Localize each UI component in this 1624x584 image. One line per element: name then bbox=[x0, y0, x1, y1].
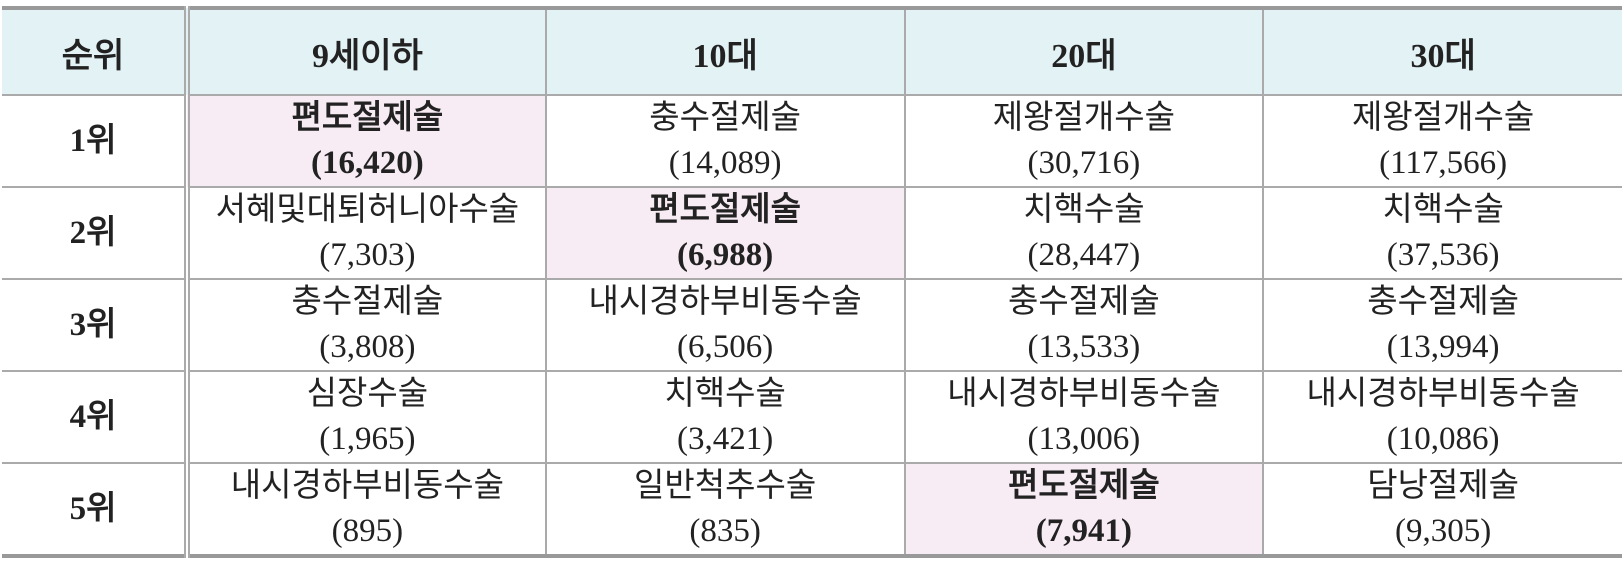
surgery-name: 내시경하부비동수술 bbox=[947, 376, 1221, 412]
surgery-name: 충수절제술 bbox=[1007, 284, 1160, 320]
surgery-count: (13,006) bbox=[1027, 421, 1141, 457]
surgery-cell: 서혜및대퇴허니아수술 (7,303) bbox=[186, 186, 547, 280]
surgery-count: (10,086) bbox=[1386, 421, 1500, 457]
surgery-count: (895) bbox=[331, 513, 404, 549]
surgery-name: 제왕절개수술 bbox=[992, 100, 1175, 136]
surgery-count: (7,941) bbox=[1035, 513, 1132, 549]
surgery-name: 내시경하부비동수술 bbox=[588, 284, 862, 320]
surgery-count: (3,421) bbox=[677, 421, 774, 457]
surgery-name: 편도절제술 bbox=[291, 100, 444, 136]
surgery-cell: 내시경하부비동수술 (13,006) bbox=[903, 370, 1265, 464]
surgery-cell: 일반척추수술 (835) bbox=[544, 462, 906, 557]
table-row: 4위 심장수술 (1,965) 치핵수술 (3,421) 내시경하부비동수술 (13,006… bbox=[2, 370, 1622, 464]
surgery-name: 치핵수술 bbox=[1382, 192, 1504, 228]
header-cell: 10대 bbox=[544, 7, 906, 96]
header-cell: 20대 bbox=[903, 7, 1265, 96]
table-row: 2위 서혜및대퇴허니아수술 (7,303) 편도절제술 (6,988) 치핵수술 (28,4… bbox=[2, 186, 1622, 280]
table-row: 5위 내시경하부비동수술 (895) 일반척추수술 (835) 편도절제술 (7,941) 담… bbox=[2, 462, 1622, 557]
rank-cell: 4위 bbox=[2, 370, 190, 464]
surgery-cell: 내시경하부비동수술 (10,086) bbox=[1262, 370, 1622, 464]
surgery-count: (37,536) bbox=[1386, 237, 1500, 273]
rank-cell: 5위 bbox=[2, 462, 190, 557]
table-header: 순위 9세이하 10대 20대 30대 bbox=[2, 7, 1622, 96]
surgery-cell: 내시경하부비동수술 (895) bbox=[186, 462, 547, 557]
surgery-count: (1,965) bbox=[319, 421, 416, 457]
surgery-count: (117,566) bbox=[1379, 145, 1508, 181]
surgery-name: 담낭절제술 bbox=[1367, 468, 1520, 504]
header-cell: 순위 bbox=[2, 7, 190, 96]
surgery-name: 편도절제술 bbox=[1007, 468, 1160, 504]
table-row: 3위 충수절제술 (3,808) 내시경하부비동수술 (6,506) 충수절제술 (13,5… bbox=[2, 278, 1622, 372]
surgery-count: (6,988) bbox=[677, 237, 774, 273]
surgery-count: (14,089) bbox=[668, 145, 782, 181]
surgery-cell: 충수절제술 (3,808) bbox=[186, 278, 547, 372]
surgery-name: 치핵수술 bbox=[664, 376, 786, 412]
surgery-count: (13,533) bbox=[1027, 329, 1141, 365]
surgery-count: (30,716) bbox=[1027, 145, 1141, 181]
surgery-cell: 내시경하부비동수술 (6,506) bbox=[544, 278, 906, 372]
surgery-rank-table: 순위 9세이하 10대 20대 30대 1위 편도절제술 (16,420) 충수절제술 (14,… bbox=[2, 6, 1622, 558]
surgery-name: 충수절제술 bbox=[1367, 284, 1520, 320]
header-cell: 9세이하 bbox=[186, 7, 547, 96]
surgery-cell: 치핵수술 (37,536) bbox=[1262, 186, 1622, 280]
surgery-cell: 치핵수술 (3,421) bbox=[544, 370, 906, 464]
surgery-count: (835) bbox=[689, 513, 761, 549]
surgery-cell: 편도절제술 (7,941) bbox=[903, 462, 1265, 557]
surgery-cell: 치핵수술 (28,447) bbox=[903, 186, 1265, 280]
surgery-name: 편도절제술 bbox=[649, 192, 802, 228]
rank-cell: 3위 bbox=[2, 278, 190, 372]
surgery-count: (3,808) bbox=[319, 329, 416, 365]
table-body: 1위 편도절제술 (16,420) 충수절제술 (14,089) 제왕절개수술 (30,71… bbox=[2, 94, 1622, 557]
surgery-cell: 충수절제술 (14,089) bbox=[544, 94, 906, 188]
header-cell: 30대 bbox=[1262, 7, 1622, 96]
surgery-count: (28,447) bbox=[1027, 237, 1141, 273]
surgery-name: 충수절제술 bbox=[291, 284, 444, 320]
surgery-name: 제왕절개수술 bbox=[1352, 100, 1535, 136]
surgery-cell: 제왕절개수술 (30,716) bbox=[903, 94, 1265, 188]
surgery-cell: 편도절제술 (6,988) bbox=[544, 186, 906, 280]
surgery-name: 서혜및대퇴허니아수술 bbox=[215, 192, 520, 228]
rank-cell: 2위 bbox=[2, 186, 190, 280]
header-row: 순위 9세이하 10대 20대 30대 bbox=[2, 7, 1622, 96]
surgery-cell: 심장수술 (1,965) bbox=[186, 370, 547, 464]
surgery-count: (16,420) bbox=[311, 145, 424, 181]
table-row: 1위 편도절제술 (16,420) 충수절제술 (14,089) 제왕절개수술 (30,71… bbox=[2, 94, 1622, 188]
surgery-name: 내시경하부비동수술 bbox=[230, 468, 504, 504]
surgery-count: (7,303) bbox=[319, 237, 416, 273]
surgery-cell: 담낭절제술 (9,305) bbox=[1262, 462, 1622, 557]
surgery-cell: 편도절제술 (16,420) bbox=[186, 94, 547, 188]
rank-cell: 1위 bbox=[2, 94, 190, 188]
surgery-cell: 충수절제술 (13,994) bbox=[1262, 278, 1622, 372]
surgery-name: 심장수술 bbox=[306, 376, 429, 412]
surgery-name: 충수절제술 bbox=[649, 100, 802, 136]
surgery-name: 일반척추수술 bbox=[634, 468, 817, 504]
surgery-count: (6,506) bbox=[677, 329, 774, 365]
surgery-count: (9,305) bbox=[1395, 513, 1492, 549]
surgery-name: 내시경하부비동수술 bbox=[1306, 376, 1580, 412]
surgery-cell: 충수절제술 (13,533) bbox=[903, 278, 1265, 372]
surgery-count: (13,994) bbox=[1386, 329, 1500, 365]
surgery-cell: 제왕절개수술 (117,566) bbox=[1262, 94, 1622, 188]
surgery-name: 치핵수술 bbox=[1023, 192, 1145, 228]
